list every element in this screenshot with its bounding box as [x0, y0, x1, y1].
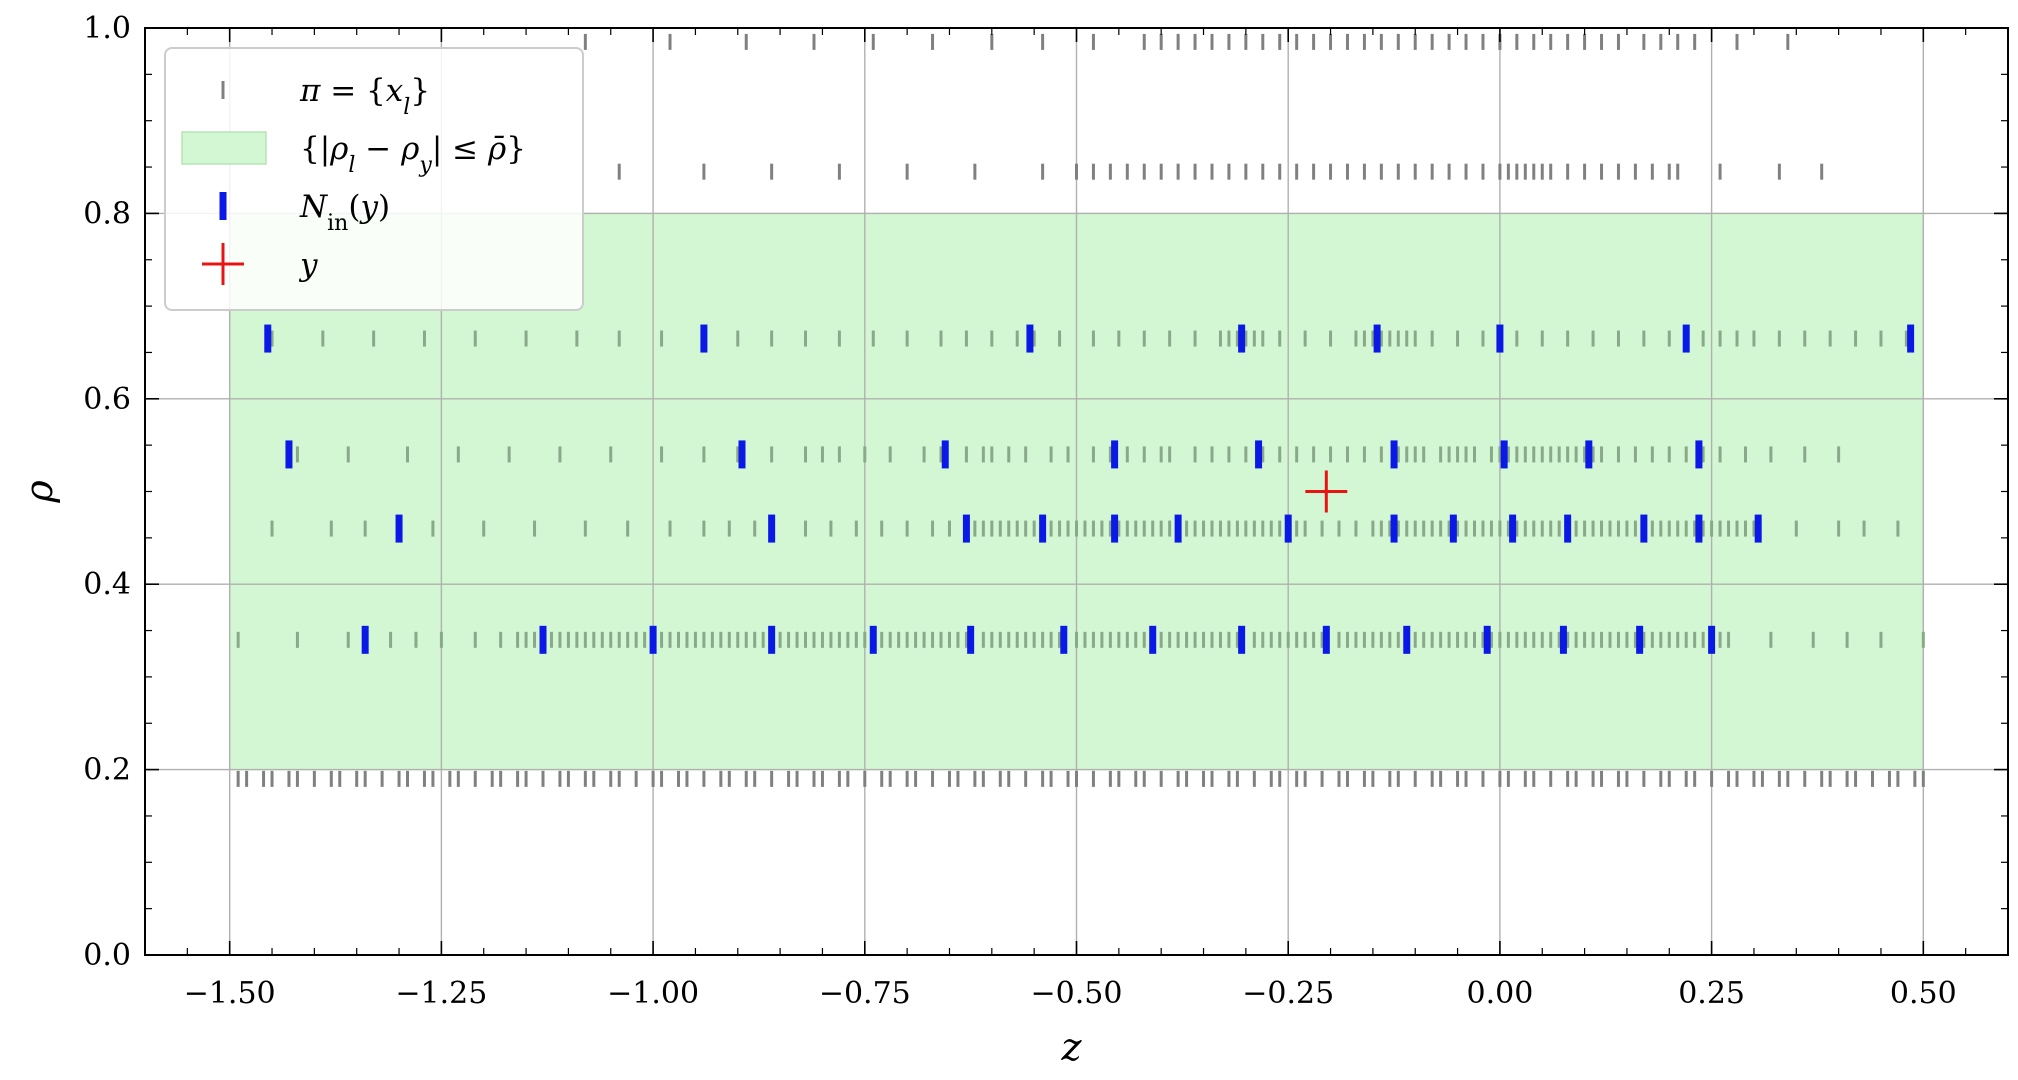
y-tick-label: 0.6: [83, 382, 131, 417]
x-tick-label: −1.25: [395, 976, 487, 1011]
x-axis-label: z: [1060, 1025, 1082, 1069]
x-tick-label: 0.50: [1890, 976, 1957, 1011]
x-tick-label: −1.00: [607, 976, 699, 1011]
legend-neighbors-label: Nin(y): [299, 189, 390, 236]
x-tick-label: −0.75: [819, 976, 911, 1011]
y-tick-label: 0.0: [83, 938, 131, 973]
legend-box: [164, 47, 584, 311]
legend-region-marker: [181, 131, 267, 165]
y-axis-label: ρ: [17, 480, 61, 504]
x-tick-label: 0.00: [1467, 976, 1534, 1011]
legend-query-label: y: [298, 247, 318, 283]
legend-partition-label: π = {xl}: [299, 73, 430, 120]
y-tick-label: 0.2: [83, 753, 131, 788]
x-tick-label: −1.50: [184, 976, 276, 1011]
y-tick-label: 0.8: [83, 196, 131, 231]
x-tick-label: 0.25: [1678, 976, 1745, 1011]
x-tick-label: −0.25: [1242, 976, 1334, 1011]
y-tick-label: 1.0: [83, 11, 131, 46]
legend-region-label: {|ρl − ρy| ≤ ρ̄}: [300, 131, 526, 178]
x-tick-label: −0.50: [1031, 976, 1123, 1011]
y-tick-label: 0.4: [83, 567, 131, 602]
